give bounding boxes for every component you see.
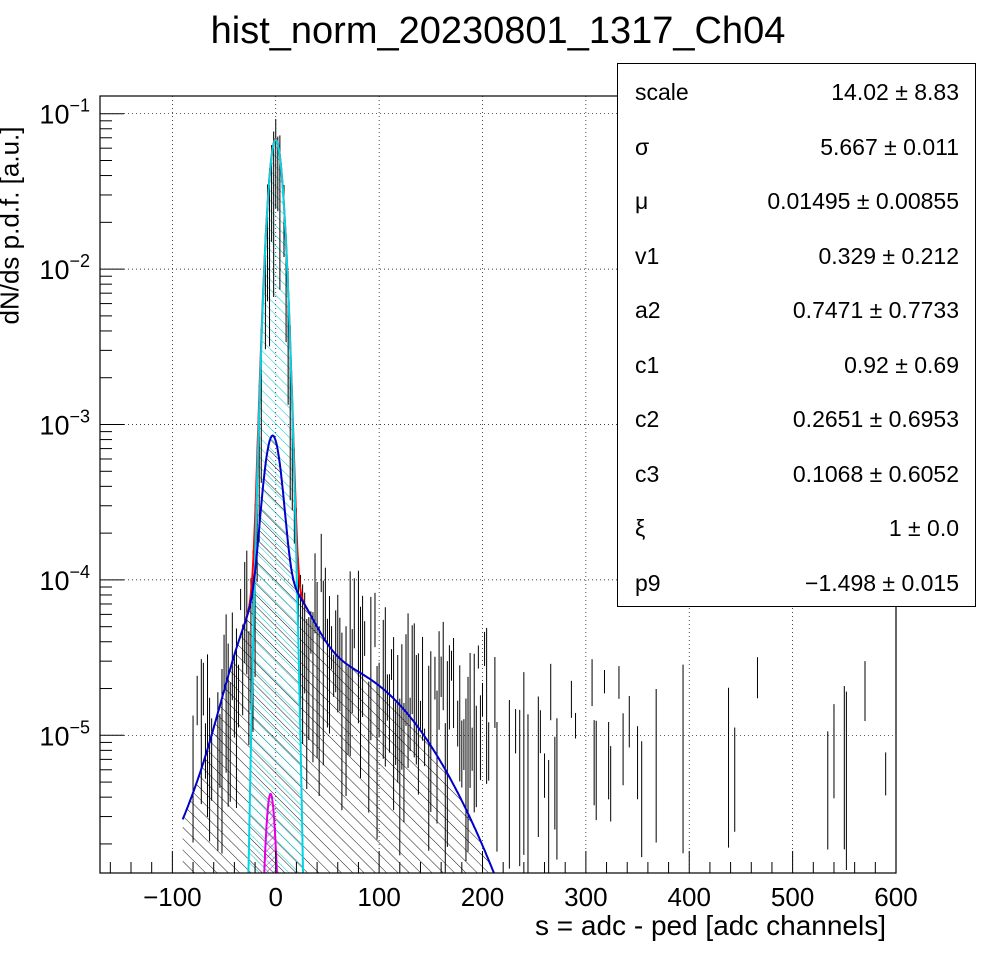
fit-parameter-name: μ — [635, 188, 649, 214]
pedestal-curve — [247, 138, 305, 873]
x-tick-label: 500 — [771, 882, 814, 912]
chart-title: hist_norm_20230801_1317_Ch04 — [210, 10, 786, 52]
fit-parameter-row: ξ 1 ± 0.0 — [618, 515, 975, 555]
data-histogram — [192, 118, 887, 873]
pedestal-fill — [244, 139, 307, 873]
fit-parameter-name: c1 — [635, 351, 660, 378]
fit-parameter-name: c3 — [635, 460, 660, 487]
fit-parameter-row: a2 0.7471 ± 0.7733 — [618, 297, 975, 337]
fit-parameter-value: 0.1068 ± 0.6052 — [792, 460, 959, 487]
fit-parameter-row: c3 0.1068 ± 0.6052 — [618, 461, 975, 501]
y-tick-label: 10−2 — [39, 251, 90, 285]
x-tick-label: 100 — [357, 882, 400, 912]
fit-parameter-name: c2 — [635, 406, 660, 432]
fit-curves — [181, 137, 496, 873]
fit-parameter-row: v1 0.329 ± 0.212 — [618, 243, 975, 283]
component-curve — [263, 792, 278, 873]
fit-parameter-value: 0.92 ± 0.69 — [844, 351, 959, 378]
x-tick-label: −100 — [143, 882, 202, 912]
y-tick-label: 10−1 — [39, 96, 90, 130]
y-tick-label: 10−4 — [39, 562, 90, 596]
fit-parameter-value: 1 ± 0.0 — [888, 515, 959, 541]
fit-parameter-value: 5.667 ± 0.011 — [820, 133, 959, 160]
fit-parameter-row: c2 0.2651 ± 0.6953 — [618, 406, 975, 446]
fit-parameter-name: ξ — [635, 515, 646, 541]
component-fill — [259, 793, 282, 873]
x-tick-label: 300 — [564, 882, 607, 912]
y-axis-label: dN/ds p.d.f. [a.u.] — [0, 126, 25, 325]
fit-parameter-value: 0.7471 ± 0.7733 — [792, 297, 959, 323]
fit-parameter-row: p9 −1.498 ± 0.015 — [618, 570, 975, 610]
signal-curve — [181, 434, 496, 873]
fit-parameter-value: 0.01495 ± 0.00855 — [767, 188, 959, 214]
x-axis-label: s = adc - ped [adc channels] — [535, 910, 886, 941]
fit-parameter-value: 0.329 ± 0.212 — [818, 242, 959, 269]
fit-fill-areas — [182, 139, 498, 873]
fit-parameter-row: c1 0.92 ± 0.69 — [618, 352, 975, 392]
fit-parameter-box: scale 14.02 ± 8.83 σ 5.667 ± 0.011 μ 0.01495 … — [617, 63, 976, 607]
fit-parameter-value: 0.2651 ± 0.6953 — [792, 406, 959, 432]
fit-parameter-row: σ 5.667 ± 0.011 — [618, 134, 975, 174]
fit-parameter-value: 14.02 ± 8.83 — [831, 79, 959, 105]
fit-parameter-row: scale 14.02 ± 8.83 — [618, 79, 975, 119]
fit-parameter-row: μ 0.01495 ± 0.00855 — [618, 188, 975, 228]
y-tick-label: 10−5 — [39, 717, 90, 751]
x-tick-label: 600 — [874, 882, 917, 912]
fit-parameter-name: σ — [635, 133, 650, 160]
fit-parameter-name: v1 — [635, 242, 660, 269]
x-tick-label: 400 — [668, 882, 711, 912]
y-tick-label: 10−3 — [39, 407, 90, 441]
axis-ticks: −100 0 100 200 300 400 500 600 10−5 10−4 10−3 10−2 1… — [39, 96, 917, 912]
x-tick-label: 200 — [461, 882, 504, 912]
fit-parameter-name: a2 — [635, 297, 661, 323]
fit-parameter-name: p9 — [635, 569, 661, 596]
fit-parameter-name: scale — [635, 79, 689, 105]
x-tick-label: 0 — [269, 882, 283, 912]
fit-parameter-value: −1.498 ± 0.015 — [805, 569, 959, 596]
